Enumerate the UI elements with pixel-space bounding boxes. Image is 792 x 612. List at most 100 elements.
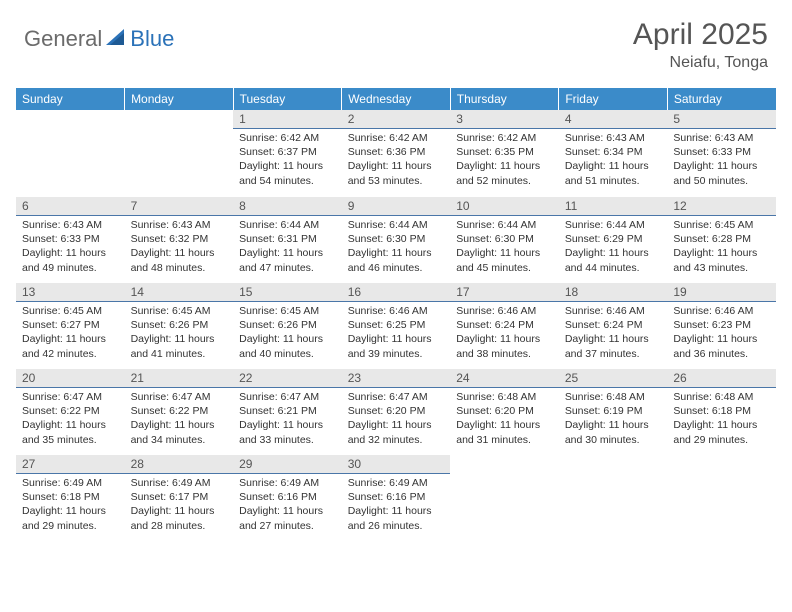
day-number: 29: [233, 455, 342, 474]
calendar-day-cell: 17Sunrise: 6:46 AMSunset: 6:24 PMDayligh…: [450, 282, 559, 368]
day-number: 1: [233, 110, 342, 129]
day-info: Sunrise: 6:49 AMSunset: 6:16 PMDaylight:…: [233, 474, 342, 537]
calendar-day-cell: 26Sunrise: 6:48 AMSunset: 6:18 PMDayligh…: [667, 368, 776, 454]
calendar-day-cell: 8Sunrise: 6:44 AMSunset: 6:31 PMDaylight…: [233, 196, 342, 282]
calendar-day-cell: 28Sunrise: 6:49 AMSunset: 6:17 PMDayligh…: [125, 454, 234, 540]
day-info: Sunrise: 6:46 AMSunset: 6:24 PMDaylight:…: [559, 302, 668, 365]
weekday-header: Sunday: [16, 88, 125, 110]
day-number: 27: [16, 455, 125, 474]
calendar-week-row: 13Sunrise: 6:45 AMSunset: 6:27 PMDayligh…: [16, 282, 776, 368]
day-number: 21: [125, 369, 234, 388]
day-number: 24: [450, 369, 559, 388]
weekday-header: Monday: [125, 88, 234, 110]
logo-triangle-icon: [106, 27, 128, 50]
day-info: Sunrise: 6:42 AMSunset: 6:37 PMDaylight:…: [233, 129, 342, 192]
calendar-week-row: 27Sunrise: 6:49 AMSunset: 6:18 PMDayligh…: [16, 454, 776, 540]
day-number: 14: [125, 283, 234, 302]
day-info: Sunrise: 6:47 AMSunset: 6:21 PMDaylight:…: [233, 388, 342, 451]
calendar-day-cell: 29Sunrise: 6:49 AMSunset: 6:16 PMDayligh…: [233, 454, 342, 540]
calendar-day-cell: [559, 454, 668, 540]
day-info: Sunrise: 6:49 AMSunset: 6:16 PMDaylight:…: [342, 474, 451, 537]
weekday-header: Tuesday: [233, 88, 342, 110]
calendar-day-cell: 4Sunrise: 6:43 AMSunset: 6:34 PMDaylight…: [559, 110, 668, 196]
calendar-week-row: 20Sunrise: 6:47 AMSunset: 6:22 PMDayligh…: [16, 368, 776, 454]
day-info: Sunrise: 6:43 AMSunset: 6:34 PMDaylight:…: [559, 129, 668, 192]
calendar-day-cell: 15Sunrise: 6:45 AMSunset: 6:26 PMDayligh…: [233, 282, 342, 368]
page-title: April 2025: [633, 18, 768, 52]
day-number: 6: [16, 197, 125, 216]
calendar-day-cell: [667, 454, 776, 540]
calendar-day-cell: 20Sunrise: 6:47 AMSunset: 6:22 PMDayligh…: [16, 368, 125, 454]
day-number: 15: [233, 283, 342, 302]
day-info: Sunrise: 6:43 AMSunset: 6:32 PMDaylight:…: [125, 216, 234, 279]
location-label: Neiafu, Tonga: [633, 54, 768, 72]
day-number: 19: [667, 283, 776, 302]
calendar-day-cell: 21Sunrise: 6:47 AMSunset: 6:22 PMDayligh…: [125, 368, 234, 454]
calendar-day-cell: 22Sunrise: 6:47 AMSunset: 6:21 PMDayligh…: [233, 368, 342, 454]
calendar-day-cell: 3Sunrise: 6:42 AMSunset: 6:35 PMDaylight…: [450, 110, 559, 196]
calendar-day-cell: 11Sunrise: 6:44 AMSunset: 6:29 PMDayligh…: [559, 196, 668, 282]
calendar-day-cell: 9Sunrise: 6:44 AMSunset: 6:30 PMDaylight…: [342, 196, 451, 282]
calendar-day-cell: 24Sunrise: 6:48 AMSunset: 6:20 PMDayligh…: [450, 368, 559, 454]
day-info: Sunrise: 6:47 AMSunset: 6:22 PMDaylight:…: [125, 388, 234, 451]
calendar-day-cell: 2Sunrise: 6:42 AMSunset: 6:36 PMDaylight…: [342, 110, 451, 196]
calendar-day-cell: 14Sunrise: 6:45 AMSunset: 6:26 PMDayligh…: [125, 282, 234, 368]
day-info: Sunrise: 6:47 AMSunset: 6:22 PMDaylight:…: [16, 388, 125, 451]
calendar-day-cell: 16Sunrise: 6:46 AMSunset: 6:25 PMDayligh…: [342, 282, 451, 368]
calendar-day-cell: 27Sunrise: 6:49 AMSunset: 6:18 PMDayligh…: [16, 454, 125, 540]
day-number: 10: [450, 197, 559, 216]
day-info: Sunrise: 6:48 AMSunset: 6:20 PMDaylight:…: [450, 388, 559, 451]
calendar-day-cell: 25Sunrise: 6:48 AMSunset: 6:19 PMDayligh…: [559, 368, 668, 454]
day-info: Sunrise: 6:42 AMSunset: 6:35 PMDaylight:…: [450, 129, 559, 192]
calendar-day-cell: 10Sunrise: 6:44 AMSunset: 6:30 PMDayligh…: [450, 196, 559, 282]
weekday-header: Wednesday: [342, 88, 451, 110]
day-info: Sunrise: 6:44 AMSunset: 6:31 PMDaylight:…: [233, 216, 342, 279]
day-number: 17: [450, 283, 559, 302]
day-info: Sunrise: 6:43 AMSunset: 6:33 PMDaylight:…: [16, 216, 125, 279]
day-number: 16: [342, 283, 451, 302]
day-info: Sunrise: 6:46 AMSunset: 6:24 PMDaylight:…: [450, 302, 559, 365]
day-number: 12: [667, 197, 776, 216]
day-info: Sunrise: 6:44 AMSunset: 6:29 PMDaylight:…: [559, 216, 668, 279]
day-number: 20: [16, 369, 125, 388]
day-number: 7: [125, 197, 234, 216]
calendar-week-row: 1Sunrise: 6:42 AMSunset: 6:37 PMDaylight…: [16, 110, 776, 196]
logo-text-general: General: [24, 26, 102, 52]
calendar-day-cell: 13Sunrise: 6:45 AMSunset: 6:27 PMDayligh…: [16, 282, 125, 368]
weekday-header: Saturday: [667, 88, 776, 110]
day-info: Sunrise: 6:44 AMSunset: 6:30 PMDaylight:…: [450, 216, 559, 279]
calendar-day-cell: [16, 110, 125, 196]
day-info: Sunrise: 6:43 AMSunset: 6:33 PMDaylight:…: [667, 129, 776, 192]
day-number: 28: [125, 455, 234, 474]
weekday-header: Thursday: [450, 88, 559, 110]
calendar-day-cell: 30Sunrise: 6:49 AMSunset: 6:16 PMDayligh…: [342, 454, 451, 540]
calendar-day-cell: [450, 454, 559, 540]
day-info: Sunrise: 6:45 AMSunset: 6:28 PMDaylight:…: [667, 216, 776, 279]
day-info: Sunrise: 6:49 AMSunset: 6:18 PMDaylight:…: [16, 474, 125, 537]
day-number: 25: [559, 369, 668, 388]
day-info: Sunrise: 6:45 AMSunset: 6:26 PMDaylight:…: [233, 302, 342, 365]
weekday-header: Friday: [559, 88, 668, 110]
day-info: Sunrise: 6:45 AMSunset: 6:26 PMDaylight:…: [125, 302, 234, 365]
day-number: 2: [342, 110, 451, 129]
calendar-day-cell: [125, 110, 234, 196]
day-number: 13: [16, 283, 125, 302]
logo: General Blue: [24, 26, 174, 52]
day-number: 9: [342, 197, 451, 216]
day-number: 18: [559, 283, 668, 302]
calendar-day-cell: 18Sunrise: 6:46 AMSunset: 6:24 PMDayligh…: [559, 282, 668, 368]
day-info: Sunrise: 6:49 AMSunset: 6:17 PMDaylight:…: [125, 474, 234, 537]
calendar-day-cell: 23Sunrise: 6:47 AMSunset: 6:20 PMDayligh…: [342, 368, 451, 454]
day-number: 23: [342, 369, 451, 388]
day-info: Sunrise: 6:44 AMSunset: 6:30 PMDaylight:…: [342, 216, 451, 279]
calendar-day-cell: 7Sunrise: 6:43 AMSunset: 6:32 PMDaylight…: [125, 196, 234, 282]
calendar-header-row: SundayMondayTuesdayWednesdayThursdayFrid…: [16, 88, 776, 110]
calendar-day-cell: 6Sunrise: 6:43 AMSunset: 6:33 PMDaylight…: [16, 196, 125, 282]
day-info: Sunrise: 6:47 AMSunset: 6:20 PMDaylight:…: [342, 388, 451, 451]
day-number: 11: [559, 197, 668, 216]
day-number: 26: [667, 369, 776, 388]
calendar-day-cell: 19Sunrise: 6:46 AMSunset: 6:23 PMDayligh…: [667, 282, 776, 368]
calendar-day-cell: 12Sunrise: 6:45 AMSunset: 6:28 PMDayligh…: [667, 196, 776, 282]
day-info: Sunrise: 6:45 AMSunset: 6:27 PMDaylight:…: [16, 302, 125, 365]
day-number: 5: [667, 110, 776, 129]
